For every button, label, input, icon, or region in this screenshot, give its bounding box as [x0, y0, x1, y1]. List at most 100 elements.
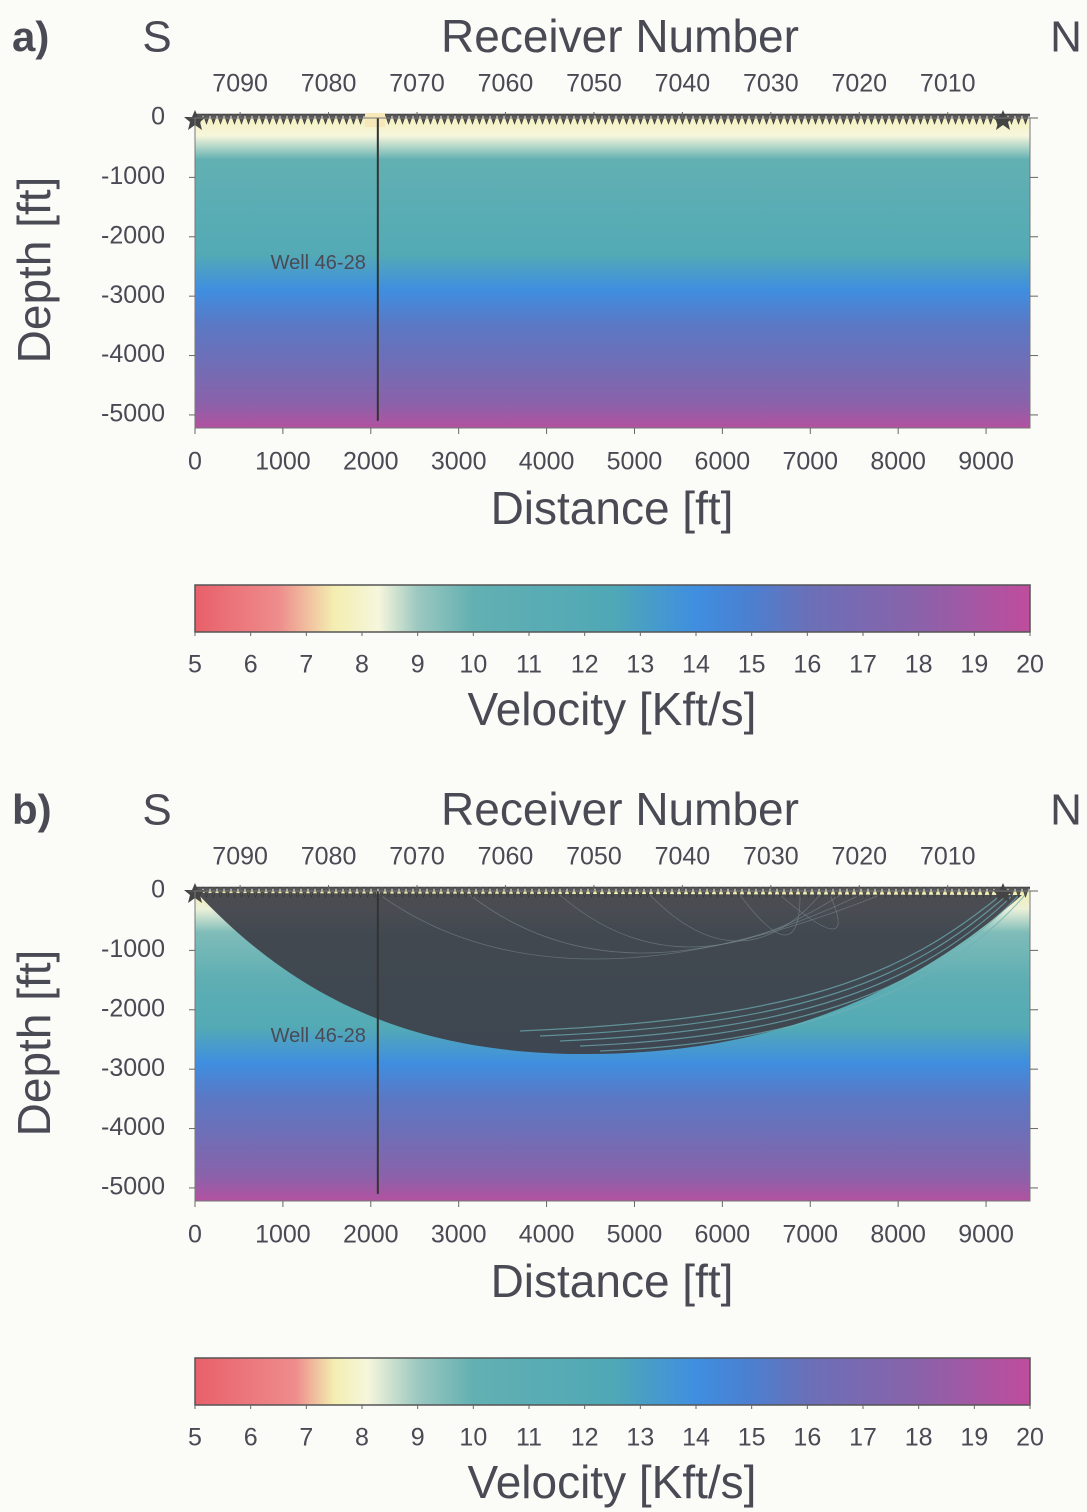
colorbar-tick-label: 16: [793, 651, 821, 679]
ray: [559, 894, 1014, 1042]
x2-tick-label: 7060: [478, 843, 534, 871]
x-tick-label: 3000: [431, 448, 487, 476]
colorbar-title: Velocity [Kft/s]: [468, 1456, 757, 1508]
ray: [579, 894, 1020, 1047]
colorbar-tick-label: 18: [905, 1424, 933, 1452]
x2-tick-label: 7060: [478, 70, 534, 98]
ray: [519, 894, 1002, 1032]
ray-coverage: [197, 893, 1022, 1055]
left-label: S: [142, 13, 171, 62]
x-tick-label: 0: [188, 448, 202, 476]
colorbar-tick-label: 10: [459, 1424, 487, 1452]
plot-frame: [194, 890, 1031, 1202]
x-tick-label: 9000: [958, 1221, 1014, 1249]
colorbar-tick-label: 13: [626, 1424, 654, 1452]
colorbar-tick-label: 16: [793, 1424, 821, 1452]
colorbar-tick-label: 17: [849, 1424, 877, 1452]
x2-tick-label: 7010: [920, 843, 976, 871]
colorbar: [194, 584, 1031, 633]
colorbar-tick-label: 7: [299, 1424, 313, 1452]
panel: a) S N Receiver Number Distance [ft] Depth [f…: [8, 10, 1082, 735]
colorbar-tick-label: 19: [960, 1424, 988, 1452]
y-tick-label: -3000: [101, 281, 165, 309]
x2-tick-label: 7040: [655, 843, 711, 871]
x2-tick-label: 7030: [743, 70, 799, 98]
x-tick-label: 1000: [255, 448, 311, 476]
colorbar-tick-label: 13: [626, 651, 654, 679]
colorbar-tick-label: 15: [738, 1424, 766, 1452]
x-tick-label: 4000: [519, 448, 575, 476]
colorbar-tick-label: 20: [1016, 651, 1044, 679]
source-star: [992, 883, 1014, 903]
x2-tick-label: 7070: [389, 70, 445, 98]
colorbar-tick-label: 8: [355, 651, 369, 679]
well-label: Well 46-28: [271, 1025, 366, 1047]
x-tick-label: 5000: [607, 448, 663, 476]
x2-tick-label: 7010: [920, 70, 976, 98]
x2-axis-title: Receiver Number: [441, 783, 799, 835]
colorbar-tick-label: 6: [244, 1424, 258, 1452]
well-label: Well 46-28: [271, 252, 366, 274]
x2-tick-label: 7050: [566, 843, 622, 871]
x2-tick-label: 7020: [831, 843, 887, 871]
y-tick-label: -5000: [101, 400, 165, 428]
velocity-field: [195, 118, 1030, 428]
left-label: S: [142, 786, 171, 835]
panel-label: b): [12, 786, 52, 833]
x2-tick-label: 7080: [301, 843, 357, 871]
x-tick-label: 5000: [607, 1221, 663, 1249]
y-tick-label: -2000: [101, 221, 165, 249]
panel-label: a): [12, 13, 49, 60]
colorbar-tick-label: 14: [682, 651, 710, 679]
x-tick-label: 7000: [782, 1221, 838, 1249]
colorbar-tick-label: 6: [244, 651, 258, 679]
ray: [559, 894, 841, 948]
ray: [379, 894, 881, 960]
y-tick-label: -1000: [101, 162, 165, 190]
ray: [649, 894, 821, 942]
y-tick-label: -1000: [101, 935, 165, 963]
colorbar-tick-label: 18: [905, 651, 933, 679]
colorbar-tick-label: 9: [411, 1424, 425, 1452]
y-tick-label: -4000: [101, 340, 165, 368]
x-tick-label: 2000: [343, 448, 399, 476]
x-tick-label: 3000: [431, 1221, 487, 1249]
y-tick-label: 0: [151, 876, 165, 904]
colorbar-tick-label: 11: [516, 1424, 542, 1452]
colorbar-tick-label: 5: [188, 651, 202, 679]
y-axis-title: Depth [ft]: [8, 177, 60, 364]
x2-tick-label: 7090: [212, 843, 268, 871]
right-label: N: [1050, 13, 1082, 62]
x2-tick-label: 7020: [831, 70, 887, 98]
receivers: [195, 886, 1030, 900]
x-tick-label: 8000: [870, 1221, 926, 1249]
x2-tick-label: 7080: [301, 70, 357, 98]
x-tick-label: 8000: [870, 448, 926, 476]
ray: [779, 894, 839, 930]
colorbar-tick-label: 10: [459, 651, 487, 679]
y-tick-label: -3000: [101, 1054, 165, 1082]
x2-axis-title: Receiver Number: [441, 10, 799, 62]
x2-tick-label: 7090: [212, 70, 268, 98]
colorbar-tick-label: 12: [571, 1424, 599, 1452]
colorbar-tick-label: 12: [571, 651, 599, 679]
x-tick-label: 9000: [958, 448, 1014, 476]
x-axis-title: Distance [ft]: [491, 1255, 734, 1307]
colorbar-tick-label: 8: [355, 1424, 369, 1452]
colorbar-tick-label: 14: [682, 1424, 710, 1452]
colorbar-tick-label: 11: [516, 651, 542, 679]
receiver-gap: [365, 113, 385, 127]
y-tick-label: -5000: [101, 1173, 165, 1201]
y-axis-title: Depth [ft]: [8, 950, 60, 1137]
x-tick-label: 1000: [255, 1221, 311, 1249]
receivers: [195, 113, 1030, 127]
ray: [599, 894, 1026, 1052]
colorbar-tick-label: 20: [1016, 1424, 1044, 1452]
x-tick-label: 0: [188, 1221, 202, 1249]
ray: [539, 894, 1008, 1037]
y-tick-label: -4000: [101, 1113, 165, 1141]
source-star: [992, 110, 1014, 130]
x-axis-title: Distance [ft]: [491, 482, 734, 534]
